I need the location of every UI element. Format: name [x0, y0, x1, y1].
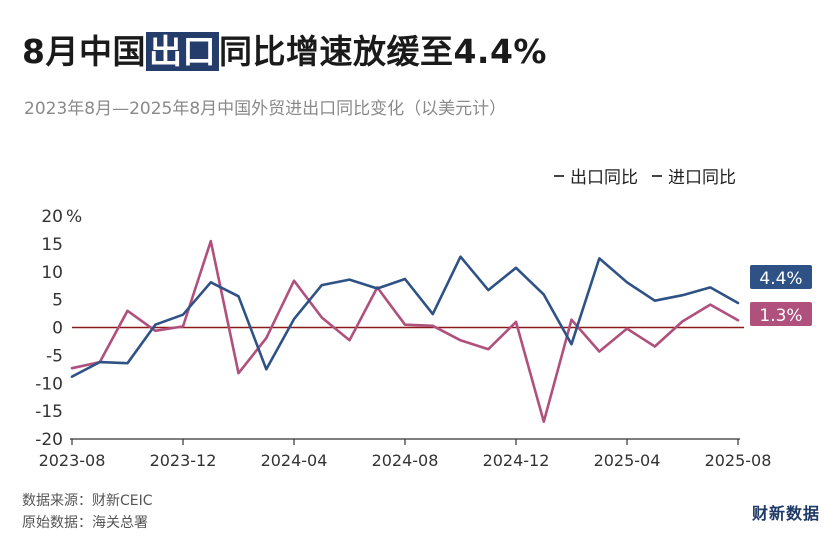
import-series-line [70, 239, 740, 423]
chart-footer: 数据来源：财新CEIC 原始数据：海关总署 [22, 490, 153, 534]
import-end-label-bg [750, 302, 812, 326]
x-tick-label: 2024-08 [372, 451, 439, 470]
legend-item-export: 出口同比 [554, 163, 638, 188]
line-chart: 20 15 10 5 0 -5 -10 -15 -20% 2023-08 2023-12 2024-0… [35, 207, 812, 470]
export-series-line [70, 255, 740, 378]
x-tick-label: 2025-08 [705, 451, 772, 470]
y-tick-label: 20 [41, 207, 63, 227]
x-tick-label: 2025-04 [594, 451, 661, 470]
legend-label-export: 出口同比 [570, 168, 638, 188]
y-tick-label: -20 [35, 430, 63, 450]
x-tick-label: 2023-12 [150, 451, 217, 470]
y-tick-label: -10 [35, 374, 63, 394]
legend-dash-export [554, 174, 564, 177]
y-tick-label: 10 [41, 263, 63, 283]
title-prefix: 8月中国 [22, 32, 146, 71]
legend-dash-import [652, 174, 662, 177]
y-tick-label: 5 [52, 291, 63, 311]
legend-item-import: 进口同比 [652, 163, 736, 188]
export-end-label-bg [750, 265, 812, 289]
title-highlight: 出口 [145, 32, 219, 71]
export-end-label: 4.4% [759, 269, 802, 289]
brand-logo: 财新数据 [751, 504, 820, 523]
footer-source: 数据来源：财新CEIC [22, 493, 153, 509]
y-tick-label: 15 [41, 235, 63, 255]
y-tick-label: -15 [35, 402, 63, 422]
legend-label-import: 进口同比 [668, 168, 736, 188]
x-tick-label: 2024-04 [261, 451, 328, 470]
title-suffix: 同比增速放缓至4.4% [218, 32, 547, 71]
x-tick-label: 2023-08 [39, 451, 106, 470]
footer-original: 原始数据：海关总署 [22, 515, 148, 531]
chart-subtitle: 2023年8月—2025年8月中国外贸进出口同比变化（以美元计） [24, 99, 507, 119]
y-tick-label: -5 [46, 346, 63, 366]
y-unit-label: % [66, 207, 82, 227]
chart-legend: 出口同比 进口同比 [554, 163, 736, 188]
y-tick-label: 0 [52, 319, 63, 339]
x-tick-label: 2024-12 [483, 451, 550, 470]
import-end-label: 1.3% [759, 306, 802, 326]
chart-title: 8月中国出口同比增速放缓至4.4% [22, 30, 547, 74]
